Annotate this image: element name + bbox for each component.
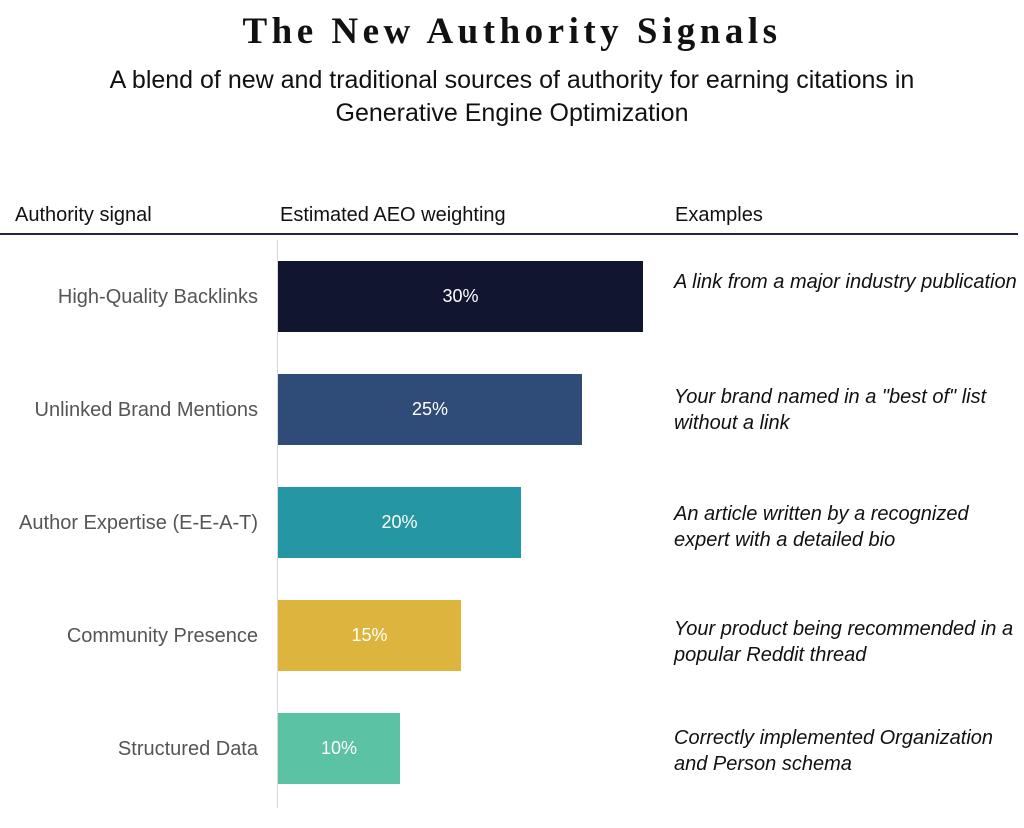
bar: 15% — [278, 600, 461, 671]
bar: 30% — [278, 261, 643, 332]
chart-subtitle: A blend of new and traditional sources o… — [109, 66, 915, 127]
category-label: Unlinked Brand Mentions — [34, 399, 258, 421]
header-divider — [0, 233, 1018, 235]
category-label: Community Presence — [66, 625, 258, 647]
example-text: A link from a major industry publication — [674, 271, 1017, 293]
bar-value-label: 25% — [411, 399, 449, 419]
value-axis-line — [277, 240, 278, 808]
example-text: Your product being recommended in a popu… — [674, 618, 1014, 666]
category-label: High-Quality Backlinks — [57, 286, 258, 308]
bar: 20% — [278, 487, 521, 558]
example-text: An article written by a recognized exper… — [674, 503, 969, 551]
bar-value-label: 20% — [381, 512, 418, 532]
bar-value-label: 10% — [320, 738, 358, 758]
category-label: Structured Data — [117, 738, 258, 760]
category-label: Author Expertise (E-E-A-T) — [19, 512, 258, 534]
bar: 10% — [278, 713, 400, 784]
column-header-weighting: Estimated AEO weighting — [280, 204, 506, 226]
bar-value-label: 30% — [442, 286, 479, 306]
chart-title: The New Authority Signals — [242, 11, 782, 52]
example-text: Correctly implemented Organization and P… — [674, 727, 994, 775]
column-header-examples: Examples — [675, 204, 763, 226]
column-header-signal: Authority signal — [15, 204, 152, 226]
bar: 25% — [278, 374, 582, 445]
bar-value-label: 15% — [351, 625, 388, 645]
example-text: Your brand named in a "best of" list wit… — [674, 386, 987, 434]
